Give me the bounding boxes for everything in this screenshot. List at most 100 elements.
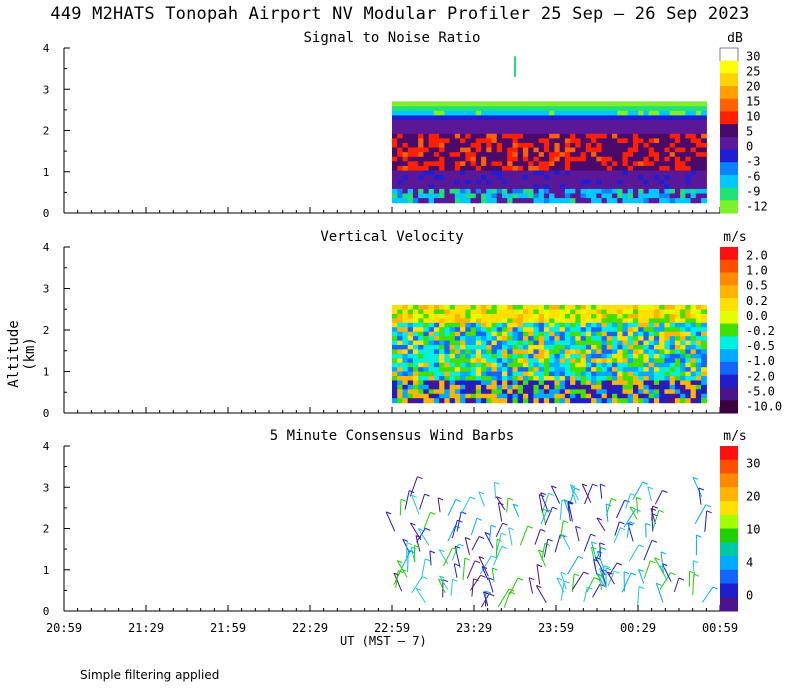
heatmap-cell [695, 138, 702, 144]
heatmap-cell [559, 179, 566, 185]
heatmap-cell [538, 133, 545, 139]
heatmap-cell [502, 305, 508, 311]
heatmap-cell [439, 384, 445, 390]
heatmap-cell [690, 380, 697, 386]
heatmap-cell [690, 165, 697, 172]
heatmap-cell [392, 170, 398, 176]
heatmap-cell [570, 327, 576, 333]
heatmap-cell [454, 133, 461, 139]
heatmap-cell [449, 138, 456, 144]
heatmap-cell [470, 184, 477, 190]
heatmap-cell [449, 129, 456, 135]
heatmap-cell [418, 129, 425, 135]
heatmap-cell [596, 362, 603, 368]
wind-barb [512, 503, 520, 518]
heatmap-cell [439, 367, 445, 373]
wind-barb [489, 525, 492, 542]
heatmap-cell [564, 318, 571, 324]
heatmap-cell [680, 389, 686, 395]
heatmap-cell [638, 161, 645, 167]
heatmap-cell [470, 327, 477, 333]
heatmap-cell [465, 384, 472, 390]
heatmap-cell [669, 309, 676, 315]
heatmap-cell [622, 336, 629, 342]
heatmap-cell [648, 340, 655, 346]
heatmap-cell [659, 380, 666, 386]
wind-barb-flag [624, 499, 630, 503]
heatmap-cell [632, 133, 639, 139]
heatmap-cell [507, 106, 514, 112]
heatmap-cell [653, 106, 660, 112]
heatmap-cell [585, 129, 592, 135]
heatmap-cell [648, 309, 655, 315]
colorbar-label: 0.5 [746, 279, 768, 293]
heatmap-cell [444, 393, 451, 399]
heatmap-cell [439, 142, 445, 149]
heatmap-cell [470, 161, 477, 167]
wind-barb-flag [540, 492, 546, 496]
heatmap-cell [617, 376, 624, 382]
heatmap-cell [481, 156, 487, 162]
heatmap-cell [580, 142, 587, 149]
heatmap-cell [475, 345, 482, 351]
heatmap-cell [674, 110, 681, 116]
heatmap-cell [528, 305, 535, 311]
heatmap-cell [580, 165, 587, 172]
wind-barb [596, 517, 606, 532]
heatmap-cell [570, 345, 576, 351]
heatmap-cell [502, 138, 508, 144]
heatmap-cell [643, 384, 650, 390]
heatmap-cell [449, 198, 456, 204]
heatmap-cell [580, 133, 587, 139]
heatmap-cell [522, 318, 529, 324]
heatmap-cell [680, 106, 686, 112]
heatmap-cell [533, 389, 540, 395]
heatmap-cell [491, 101, 498, 107]
heatmap-cell [685, 353, 692, 359]
wind-barb-flag [507, 497, 514, 501]
heatmap-cell [601, 124, 608, 130]
heatmap-cell [674, 331, 681, 337]
heatmap-cell [601, 345, 608, 351]
heatmap-cell [528, 340, 535, 346]
heatmap-cell [465, 165, 472, 172]
heatmap-cell [528, 362, 535, 368]
heatmap-cell [496, 147, 503, 153]
heatmap-cell [549, 327, 556, 333]
heatmap-cell [695, 179, 702, 185]
heatmap-cell [507, 376, 514, 382]
heatmap-cell [627, 380, 634, 386]
heatmap-cell [412, 313, 419, 319]
heatmap-cell [528, 142, 535, 149]
heatmap-cell [439, 305, 445, 311]
heatmap-cell [648, 175, 655, 181]
heatmap-cell [632, 129, 639, 135]
heatmap-cell [627, 318, 634, 324]
heatmap-cell [502, 398, 508, 404]
heatmap-cell [570, 353, 576, 359]
heatmap-cell [585, 398, 592, 404]
heatmap-cell [397, 152, 404, 158]
heatmap-cell [701, 327, 707, 333]
colorbar-swatch [720, 528, 738, 543]
heatmap-cell [538, 138, 545, 144]
heatmap-cell [522, 110, 529, 116]
wind-barb [470, 518, 478, 536]
heatmap-cell [538, 340, 545, 346]
heatmap-cell [559, 367, 566, 373]
heatmap-cell [433, 345, 440, 351]
heatmap-cell [659, 165, 666, 172]
heatmap-cell [632, 175, 639, 181]
heatmap-cell [407, 362, 414, 368]
heatmap-cell [412, 184, 419, 190]
wind-barb-flag [538, 549, 544, 553]
heatmap-cell [481, 371, 487, 377]
heatmap-cell [486, 367, 493, 373]
heatmap-cell [496, 322, 503, 328]
heatmap-cell [612, 322, 618, 328]
wind-barb [534, 529, 541, 545]
heatmap-cell [669, 340, 676, 346]
heatmap-cell [648, 179, 655, 185]
heatmap-cell [502, 198, 508, 204]
heatmap-cell [502, 147, 508, 153]
